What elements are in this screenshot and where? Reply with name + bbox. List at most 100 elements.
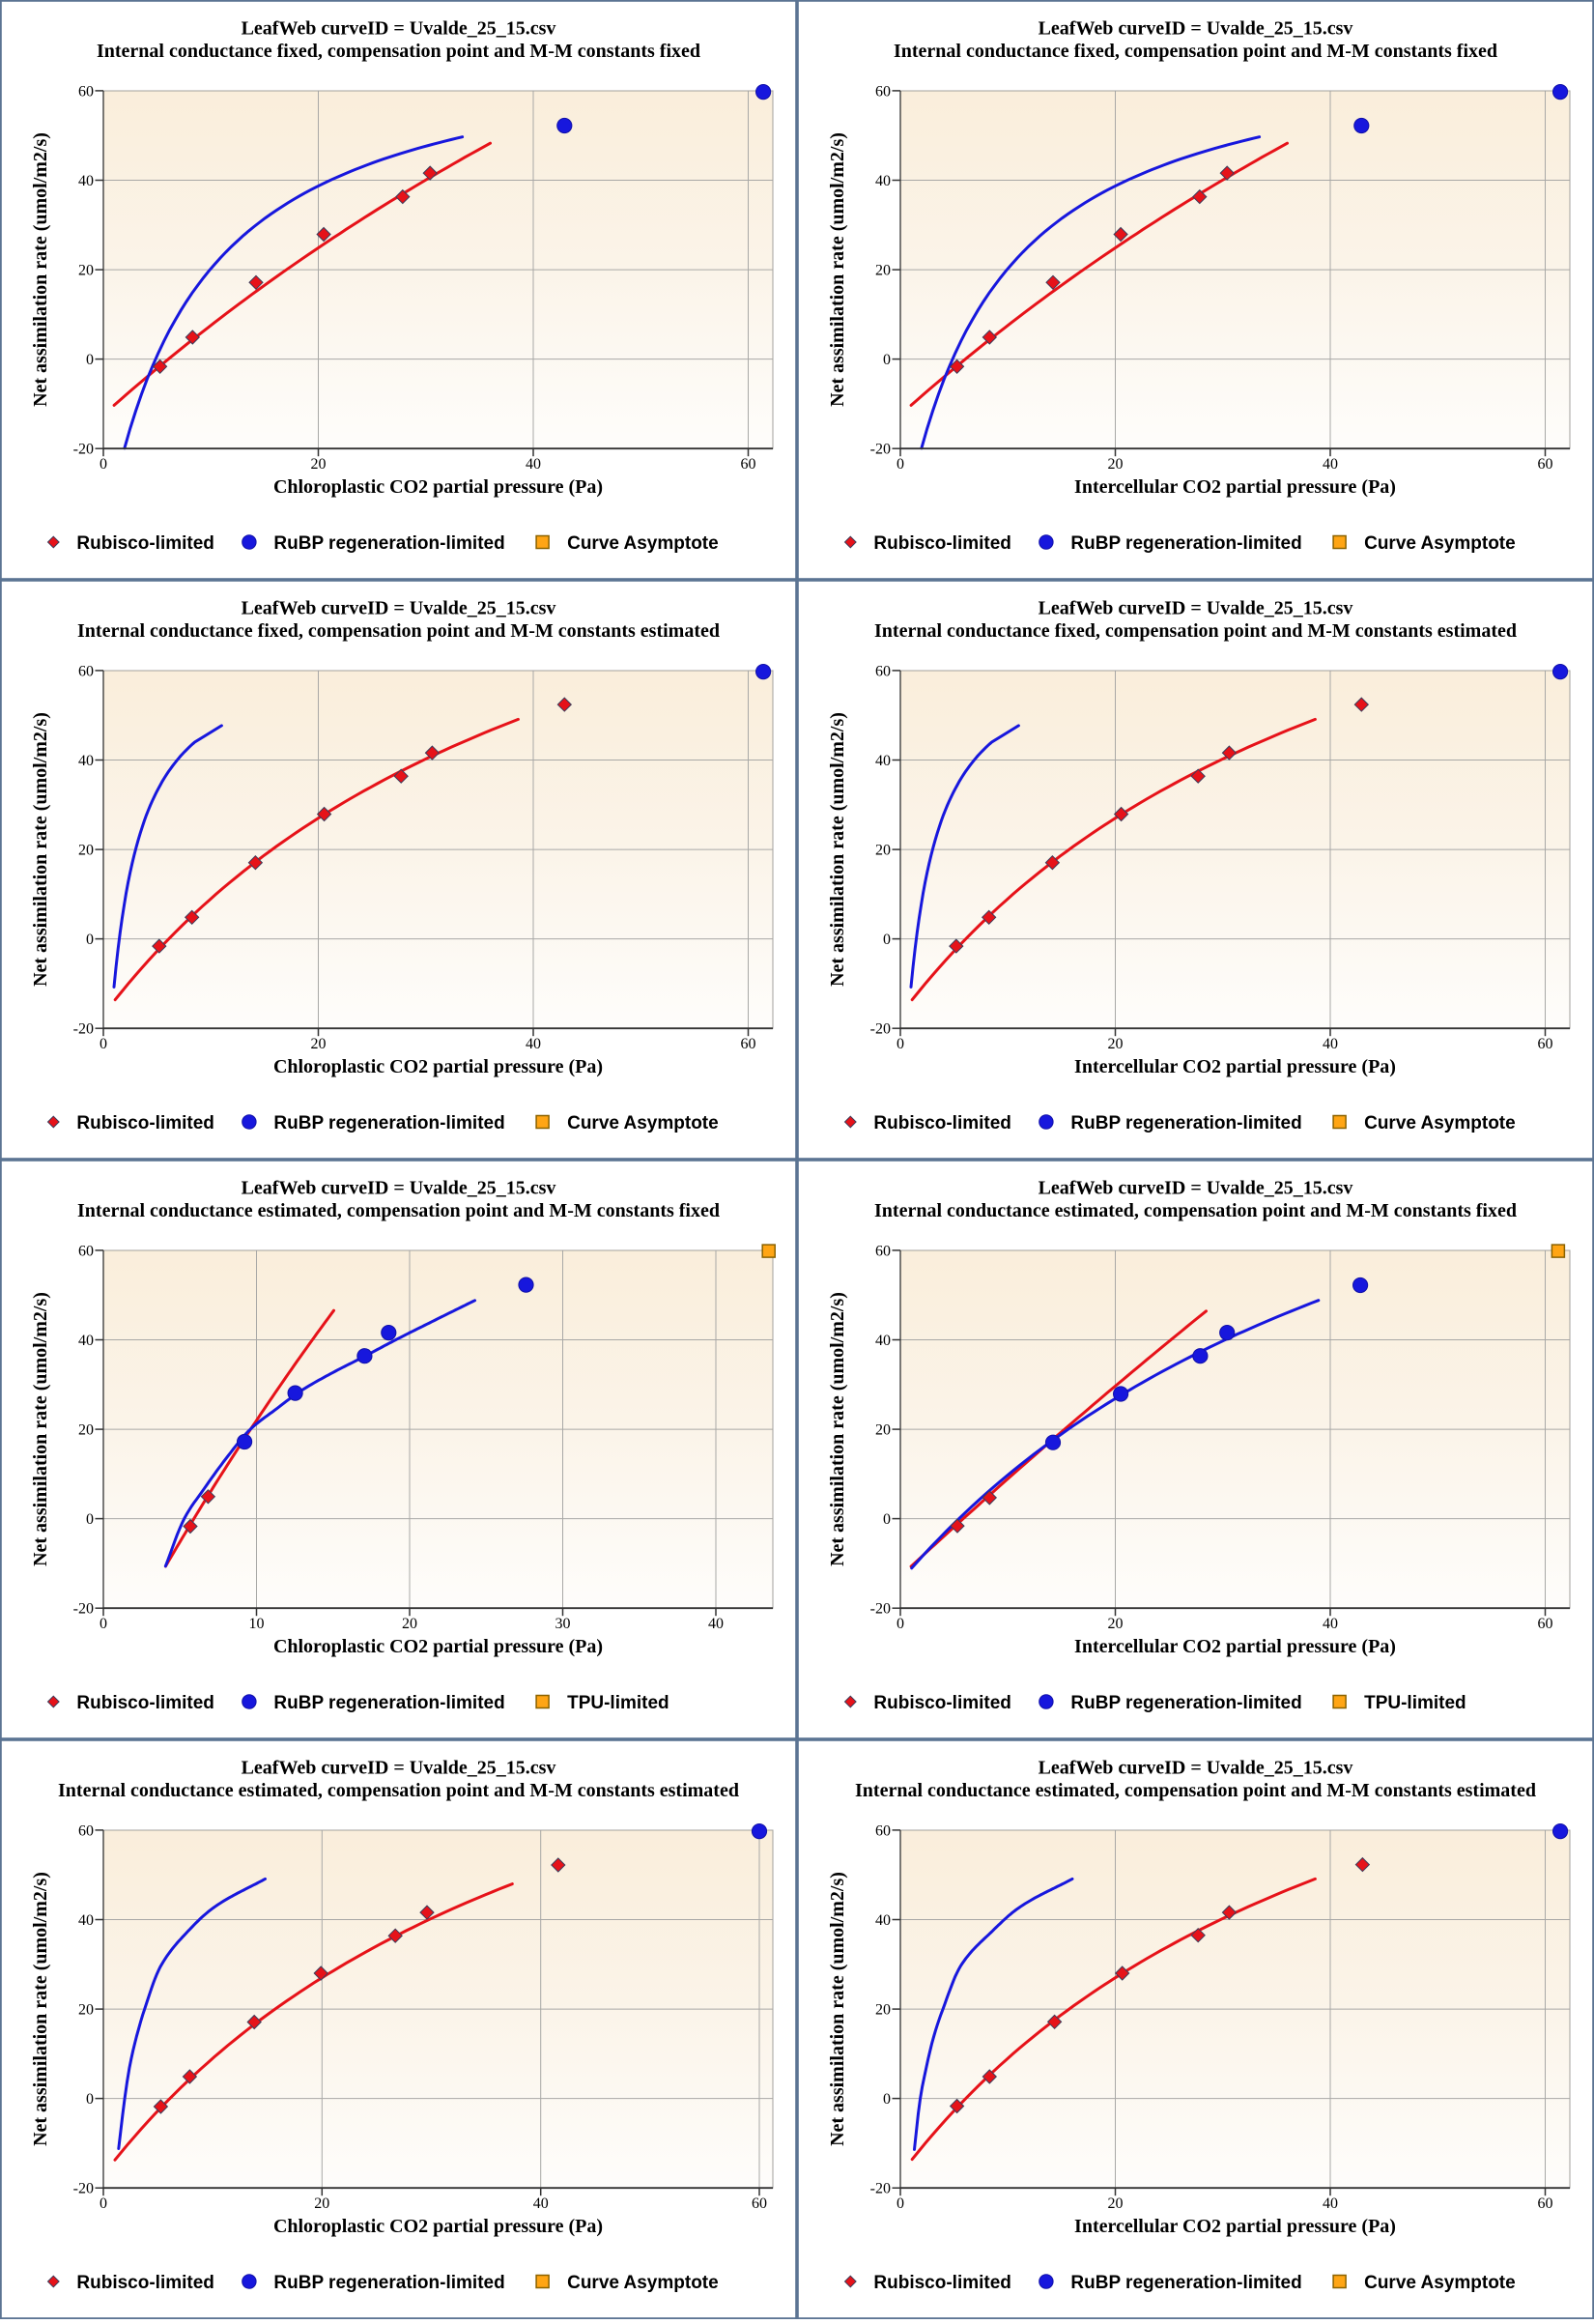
svg-text:20: 20 xyxy=(875,263,891,279)
svg-text:-20: -20 xyxy=(73,442,94,458)
svg-text:LeafWeb curveID = Uvalde_25_15: LeafWeb curveID = Uvalde_25_15.csv xyxy=(242,18,556,40)
svg-text:0: 0 xyxy=(883,352,891,368)
svg-text:20: 20 xyxy=(875,1422,891,1439)
svg-text:40: 40 xyxy=(526,456,541,473)
svg-text:20: 20 xyxy=(314,2195,329,2212)
svg-text:Intercellular CO2 partial pres: Intercellular CO2 partial pressure (Pa) xyxy=(1074,476,1396,498)
svg-text:RuBP regeneration-limited: RuBP regeneration-limited xyxy=(1070,1113,1301,1133)
svg-text:40: 40 xyxy=(78,173,94,189)
svg-text:Internal conductance estimated: Internal conductance estimated, compensa… xyxy=(58,1780,739,1801)
svg-text:Net assimilation rate (umol/m2: Net assimilation rate (umol/m2/s) xyxy=(827,1872,848,2146)
svg-text:20: 20 xyxy=(1108,2195,1124,2212)
svg-text:RuBP regeneration-limited: RuBP regeneration-limited xyxy=(1070,1693,1301,1713)
svg-text:Curve Asymptote: Curve Asymptote xyxy=(567,1113,719,1133)
svg-text:0: 0 xyxy=(100,456,107,473)
svg-text:-20: -20 xyxy=(73,1021,94,1038)
svg-text:Curve Asymptote: Curve Asymptote xyxy=(567,2273,719,2293)
svg-text:Rubisco-limited: Rubisco-limited xyxy=(76,1693,214,1713)
svg-text:0: 0 xyxy=(897,1616,904,1632)
svg-text:60: 60 xyxy=(741,456,756,473)
svg-text:RuBP regeneration-limited: RuBP regeneration-limited xyxy=(273,2273,504,2293)
svg-text:40: 40 xyxy=(875,1912,891,1929)
svg-text:20: 20 xyxy=(311,1036,327,1052)
svg-text:TPU-limited: TPU-limited xyxy=(567,1693,669,1713)
svg-text:60: 60 xyxy=(875,1822,891,1839)
svg-text:LeafWeb curveID = Uvalde_25_15: LeafWeb curveID = Uvalde_25_15.csv xyxy=(1039,1758,1353,1779)
svg-text:Chloroplastic CO2 partial pres: Chloroplastic CO2 partial pressure (Pa) xyxy=(273,476,603,498)
svg-text:10: 10 xyxy=(249,1616,265,1632)
svg-text:0: 0 xyxy=(100,2195,107,2212)
svg-text:60: 60 xyxy=(752,2195,767,2212)
svg-text:20: 20 xyxy=(1108,1616,1124,1632)
svg-text:LeafWeb curveID = Uvalde_25_15: LeafWeb curveID = Uvalde_25_15.csv xyxy=(242,1758,556,1779)
svg-text:60: 60 xyxy=(78,1243,94,1259)
svg-text:60: 60 xyxy=(1538,2195,1553,2212)
svg-text:60: 60 xyxy=(1538,1616,1553,1632)
svg-text:20: 20 xyxy=(1108,456,1124,473)
svg-text:40: 40 xyxy=(875,1333,891,1349)
svg-text:TPU-limited: TPU-limited xyxy=(1364,1693,1466,1713)
svg-text:60: 60 xyxy=(875,83,891,100)
svg-text:Internal conductance fixed, co: Internal conductance fixed, compensation… xyxy=(874,620,1517,642)
svg-text:Net assimilation rate (umol/m2: Net assimilation rate (umol/m2/s) xyxy=(30,1292,51,1566)
svg-text:Rubisco-limited: Rubisco-limited xyxy=(76,533,214,554)
svg-text:Chloroplastic CO2 partial pres: Chloroplastic CO2 partial pressure (Pa) xyxy=(273,1056,603,1077)
svg-text:LeafWeb curveID = Uvalde_25_15: LeafWeb curveID = Uvalde_25_15.csv xyxy=(1039,598,1353,619)
svg-text:Internal conductance estimated: Internal conductance estimated, compensa… xyxy=(855,1780,1536,1801)
svg-text:0: 0 xyxy=(86,932,94,948)
svg-text:60: 60 xyxy=(875,1243,891,1259)
svg-text:Internal conductance estimated: Internal conductance estimated, compensa… xyxy=(874,1200,1517,1221)
svg-text:20: 20 xyxy=(78,843,94,859)
svg-text:Internal conductance fixed, co: Internal conductance fixed, compensation… xyxy=(894,41,1497,62)
svg-text:Internal conductance fixed, co: Internal conductance fixed, compensation… xyxy=(77,620,720,642)
svg-text:0: 0 xyxy=(897,1036,904,1052)
svg-text:0: 0 xyxy=(883,932,891,948)
svg-text:Net assimilation rate (umol/m2: Net assimilation rate (umol/m2/s) xyxy=(30,132,51,407)
svg-text:40: 40 xyxy=(78,1333,94,1349)
svg-text:60: 60 xyxy=(875,663,891,679)
svg-text:20: 20 xyxy=(78,2002,94,2019)
svg-text:Intercellular CO2 partial pres: Intercellular CO2 partial pressure (Pa) xyxy=(1074,1056,1396,1077)
svg-text:40: 40 xyxy=(1323,2195,1338,2212)
svg-text:20: 20 xyxy=(78,1422,94,1439)
svg-text:RuBP regeneration-limited: RuBP regeneration-limited xyxy=(1070,533,1301,554)
svg-text:-20: -20 xyxy=(870,442,891,458)
svg-text:40: 40 xyxy=(1323,456,1338,473)
svg-text:Internal conductance estimated: Internal conductance estimated, compensa… xyxy=(77,1200,720,1221)
svg-text:20: 20 xyxy=(78,263,94,279)
svg-text:40: 40 xyxy=(1323,1036,1338,1052)
svg-text:Chloroplastic CO2 partial pres: Chloroplastic CO2 partial pressure (Pa) xyxy=(273,1636,603,1657)
svg-text:Net assimilation rate (umol/m2: Net assimilation rate (umol/m2/s) xyxy=(827,1292,848,1566)
svg-text:Rubisco-limited: Rubisco-limited xyxy=(873,1693,1011,1713)
svg-text:Curve Asymptote: Curve Asymptote xyxy=(567,533,719,554)
svg-text:40: 40 xyxy=(78,1912,94,1929)
svg-text:Intercellular CO2 partial pres: Intercellular CO2 partial pressure (Pa) xyxy=(1074,2216,1396,2237)
svg-text:Rubisco-limited: Rubisco-limited xyxy=(873,533,1011,554)
svg-text:60: 60 xyxy=(78,83,94,100)
svg-text:20: 20 xyxy=(402,1616,417,1632)
svg-text:LeafWeb curveID = Uvalde_25_15: LeafWeb curveID = Uvalde_25_15.csv xyxy=(242,598,556,619)
svg-text:-20: -20 xyxy=(870,2181,891,2197)
svg-text:0: 0 xyxy=(897,456,904,473)
svg-text:Chloroplastic CO2 partial pres: Chloroplastic CO2 partial pressure (Pa) xyxy=(273,2216,603,2237)
svg-text:40: 40 xyxy=(533,2195,549,2212)
svg-text:Rubisco-limited: Rubisco-limited xyxy=(76,2273,214,2293)
svg-text:Intercellular CO2 partial pres: Intercellular CO2 partial pressure (Pa) xyxy=(1074,1636,1396,1657)
svg-text:0: 0 xyxy=(100,1036,107,1052)
svg-text:Net assimilation rate (umol/m2: Net assimilation rate (umol/m2/s) xyxy=(827,132,848,407)
svg-text:Net assimilation rate (umol/m2: Net assimilation rate (umol/m2/s) xyxy=(827,712,848,987)
svg-text:20: 20 xyxy=(875,2002,891,2019)
svg-text:RuBP regeneration-limited: RuBP regeneration-limited xyxy=(273,1693,504,1713)
svg-text:RuBP regeneration-limited: RuBP regeneration-limited xyxy=(273,1113,504,1133)
svg-text:40: 40 xyxy=(78,753,94,769)
svg-text:RuBP regeneration-limited: RuBP regeneration-limited xyxy=(273,533,504,554)
svg-text:Rubisco-limited: Rubisco-limited xyxy=(873,1113,1011,1133)
svg-text:Rubisco-limited: Rubisco-limited xyxy=(76,1113,214,1133)
svg-text:Rubisco-limited: Rubisco-limited xyxy=(873,2273,1011,2293)
svg-text:-20: -20 xyxy=(73,1601,94,1618)
svg-text:Curve Asymptote: Curve Asymptote xyxy=(1364,533,1516,554)
svg-text:0: 0 xyxy=(86,2091,94,2108)
svg-text:40: 40 xyxy=(875,753,891,769)
svg-text:LeafWeb curveID = Uvalde_25_15: LeafWeb curveID = Uvalde_25_15.csv xyxy=(1039,18,1353,40)
svg-text:LeafWeb curveID = Uvalde_25_15: LeafWeb curveID = Uvalde_25_15.csv xyxy=(1039,1178,1353,1199)
